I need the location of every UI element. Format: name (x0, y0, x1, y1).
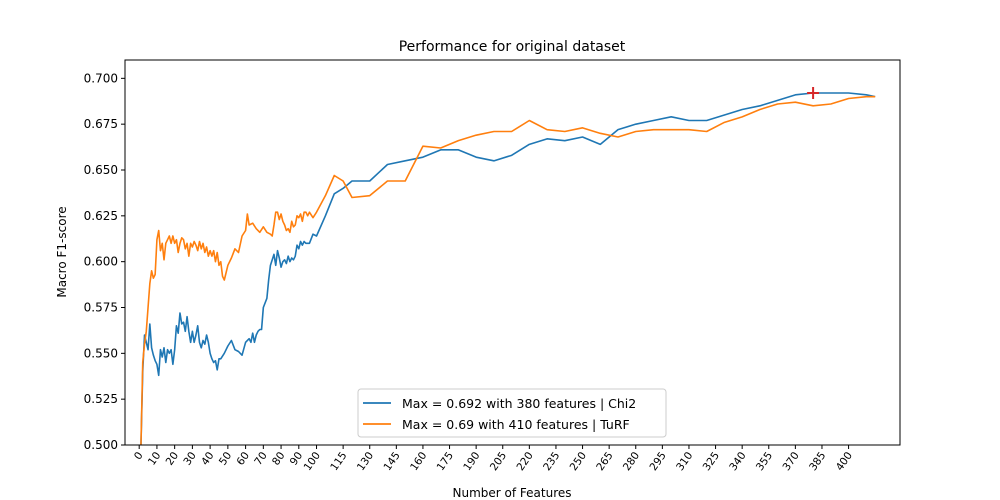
x-tick-label: 10 (146, 450, 164, 468)
plot-frame (124, 59, 901, 446)
y-tick-label: 0.525 (84, 392, 118, 406)
y-tick-label: 0.675 (84, 117, 118, 131)
x-tick-label: 295 (647, 450, 668, 473)
x-tick-label: 175 (435, 450, 456, 473)
x-tick-label: 250 (568, 450, 589, 473)
y-axis-ticks: 0.500 0.525 0.550 0.575 0.600 0.625 0.650 0.675… (84, 71, 125, 452)
x-tick-label: 400 (834, 450, 855, 473)
legend-label-chi2: Max = 0.692 with 380 features | Chi2 (402, 396, 636, 411)
x-tick-label: 20 (164, 450, 182, 468)
x-tick-label: 190 (461, 450, 482, 473)
x-tick-label: 115 (328, 450, 349, 473)
y-tick-label: 0.500 (84, 438, 118, 452)
y-tick-label: 0.625 (84, 209, 118, 223)
y-tick-label: 0.550 (84, 346, 118, 360)
x-tick-label: 130 (355, 450, 376, 473)
x-tick-label: 50 (217, 450, 235, 468)
x-tick-label: 220 (514, 450, 535, 473)
x-tick-label: 325 (701, 450, 722, 473)
legend-label-turf: Max = 0.69 with 410 features | TuRF (402, 417, 630, 432)
max-marker-layer (807, 87, 820, 99)
x-tick-label: 145 (381, 450, 402, 473)
max-marker-plus (807, 87, 820, 99)
x-tick-label: 235 (541, 450, 562, 473)
y-tick-label: 0.650 (84, 163, 118, 177)
x-tick-label: 385 (807, 450, 828, 473)
x-tick-label: 0 (132, 450, 146, 462)
x-tick-label: 355 (754, 450, 775, 473)
y-tick-label: 0.600 (84, 255, 118, 269)
series-layer (140, 92, 876, 445)
x-tick-label: 370 (780, 450, 801, 473)
x-axis-label: Number of Features (453, 486, 572, 500)
x-tick-label: 40 (199, 450, 217, 468)
chart-title: Performance for original dataset (399, 39, 626, 55)
x-tick-label: 160 (408, 450, 429, 473)
x-tick-label: 310 (674, 450, 695, 473)
y-tick-label: 0.700 (84, 71, 118, 85)
y-tick-label: 0.575 (84, 301, 118, 315)
series-line-0 (140, 92, 876, 445)
x-tick-label: 30 (181, 450, 199, 468)
x-tick-label: 280 (621, 450, 642, 473)
x-tick-label: 340 (727, 450, 748, 473)
x-tick-label: 80 (270, 450, 288, 468)
x-tick-label: 100 (302, 450, 323, 473)
x-tick-label: 265 (594, 450, 615, 473)
x-tick-label: 60 (235, 450, 253, 468)
legend-box (357, 388, 667, 438)
x-tick-label: 205 (488, 450, 509, 473)
legend: Max = 0.692 with 380 features | Chi2 Max… (357, 388, 667, 438)
x-tick-label: 70 (252, 450, 270, 468)
y-axis-label: Macro F1-score (55, 206, 69, 297)
series-line-1 (140, 95, 876, 445)
